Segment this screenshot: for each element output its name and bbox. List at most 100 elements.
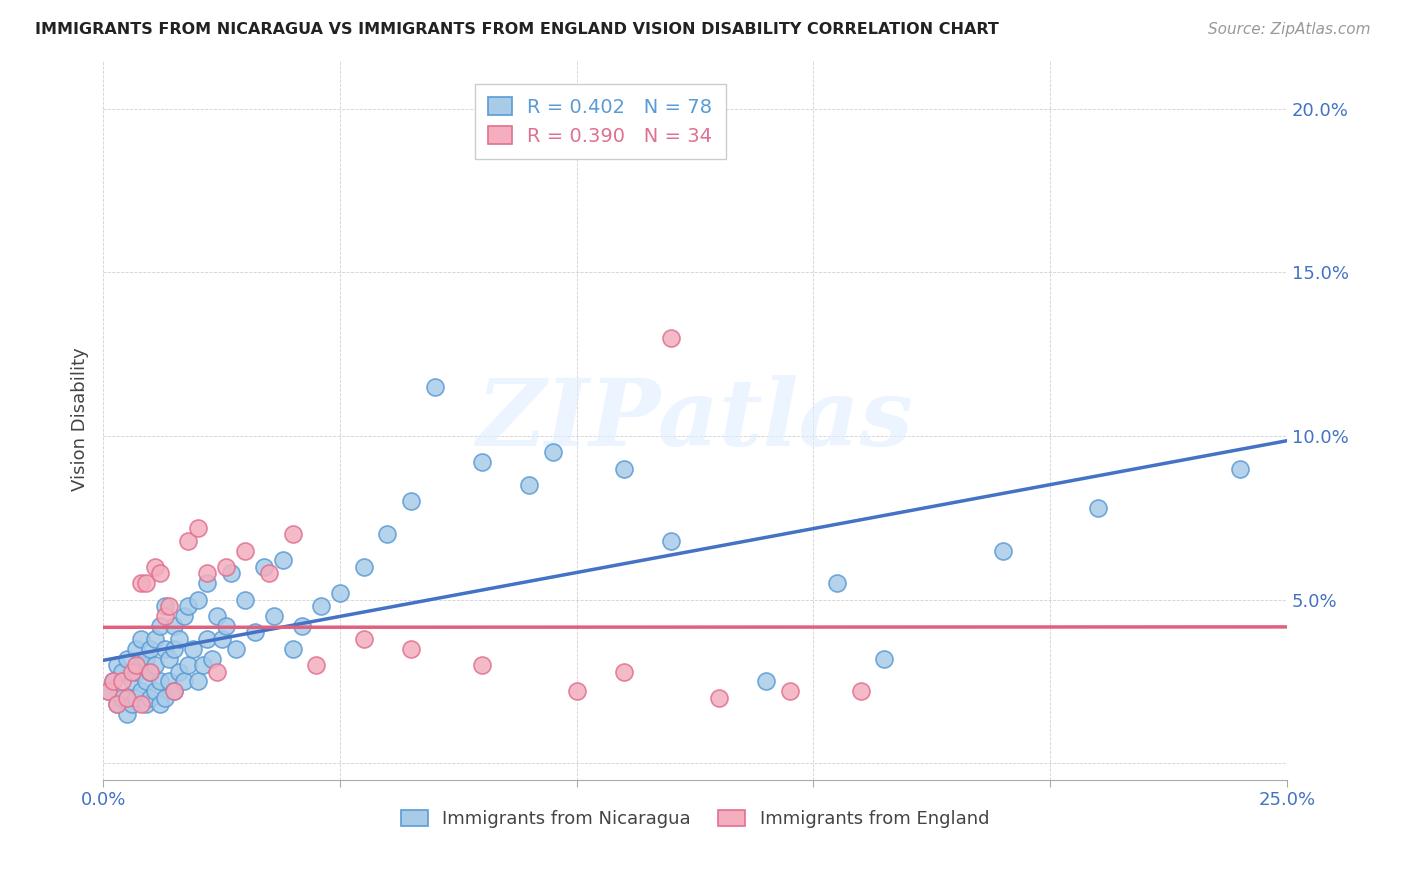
Point bbox=[101, 674, 124, 689]
Point bbox=[135, 576, 157, 591]
Point bbox=[661, 331, 683, 345]
Point bbox=[143, 560, 166, 574]
Point bbox=[159, 674, 181, 689]
Point bbox=[565, 684, 588, 698]
Point bbox=[541, 445, 564, 459]
Point bbox=[143, 684, 166, 698]
Point bbox=[215, 619, 238, 633]
Point bbox=[219, 566, 242, 581]
Point bbox=[873, 651, 896, 665]
Point bbox=[149, 698, 172, 712]
Point bbox=[205, 665, 228, 679]
Point bbox=[173, 609, 195, 624]
Point bbox=[129, 684, 152, 698]
Point bbox=[153, 599, 176, 614]
Point bbox=[159, 651, 181, 665]
Point bbox=[139, 665, 162, 679]
Point bbox=[755, 674, 778, 689]
Y-axis label: Vision Disability: Vision Disability bbox=[72, 348, 89, 491]
Point bbox=[125, 665, 148, 679]
Point bbox=[125, 658, 148, 673]
Point bbox=[105, 698, 128, 712]
Point bbox=[143, 658, 166, 673]
Point bbox=[163, 641, 186, 656]
Legend: Immigrants from Nicaragua, Immigrants from England: Immigrants from Nicaragua, Immigrants fr… bbox=[394, 803, 997, 836]
Point bbox=[423, 380, 446, 394]
Point bbox=[661, 533, 683, 548]
Point bbox=[101, 674, 124, 689]
Point bbox=[173, 674, 195, 689]
Point bbox=[471, 455, 494, 469]
Point bbox=[129, 632, 152, 646]
Point bbox=[115, 651, 138, 665]
Point bbox=[149, 674, 172, 689]
Point bbox=[257, 566, 280, 581]
Point bbox=[305, 658, 328, 673]
Point bbox=[129, 576, 152, 591]
Point bbox=[167, 665, 190, 679]
Point bbox=[471, 658, 494, 673]
Point bbox=[153, 609, 176, 624]
Point bbox=[111, 665, 134, 679]
Point bbox=[163, 684, 186, 698]
Point bbox=[121, 674, 143, 689]
Point bbox=[139, 690, 162, 705]
Point bbox=[167, 632, 190, 646]
Point bbox=[375, 527, 398, 541]
Point bbox=[849, 684, 872, 698]
Point bbox=[215, 560, 238, 574]
Point bbox=[233, 543, 256, 558]
Point bbox=[187, 520, 209, 534]
Point bbox=[195, 632, 218, 646]
Point bbox=[129, 658, 152, 673]
Point bbox=[263, 609, 285, 624]
Point bbox=[163, 619, 186, 633]
Point bbox=[135, 698, 157, 712]
Point bbox=[517, 478, 540, 492]
Point bbox=[253, 560, 276, 574]
Text: ZIPatlas: ZIPatlas bbox=[477, 375, 914, 465]
Point bbox=[153, 690, 176, 705]
Point bbox=[149, 619, 172, 633]
Point bbox=[353, 632, 375, 646]
Point bbox=[125, 690, 148, 705]
Point bbox=[121, 698, 143, 712]
Point bbox=[105, 658, 128, 673]
Point bbox=[353, 560, 375, 574]
Point bbox=[613, 665, 636, 679]
Point bbox=[399, 641, 422, 656]
Point bbox=[707, 690, 730, 705]
Point bbox=[97, 684, 120, 698]
Point bbox=[825, 576, 848, 591]
Point bbox=[309, 599, 332, 614]
Point bbox=[201, 651, 224, 665]
Point bbox=[115, 707, 138, 722]
Text: Source: ZipAtlas.com: Source: ZipAtlas.com bbox=[1208, 22, 1371, 37]
Point bbox=[139, 641, 162, 656]
Point bbox=[129, 698, 152, 712]
Point bbox=[195, 576, 218, 591]
Point bbox=[115, 690, 138, 705]
Point bbox=[271, 553, 294, 567]
Point bbox=[1087, 500, 1109, 515]
Point bbox=[195, 566, 218, 581]
Point bbox=[281, 527, 304, 541]
Point bbox=[121, 665, 143, 679]
Point bbox=[143, 632, 166, 646]
Point bbox=[233, 592, 256, 607]
Point bbox=[149, 566, 172, 581]
Point bbox=[1229, 461, 1251, 475]
Point bbox=[105, 698, 128, 712]
Point bbox=[779, 684, 801, 698]
Point bbox=[281, 641, 304, 656]
Point bbox=[177, 533, 200, 548]
Point bbox=[135, 674, 157, 689]
Point bbox=[139, 665, 162, 679]
Point bbox=[125, 641, 148, 656]
Point bbox=[399, 494, 422, 508]
Point bbox=[991, 543, 1014, 558]
Point bbox=[329, 586, 352, 600]
Point bbox=[177, 658, 200, 673]
Point bbox=[163, 684, 186, 698]
Point bbox=[191, 658, 214, 673]
